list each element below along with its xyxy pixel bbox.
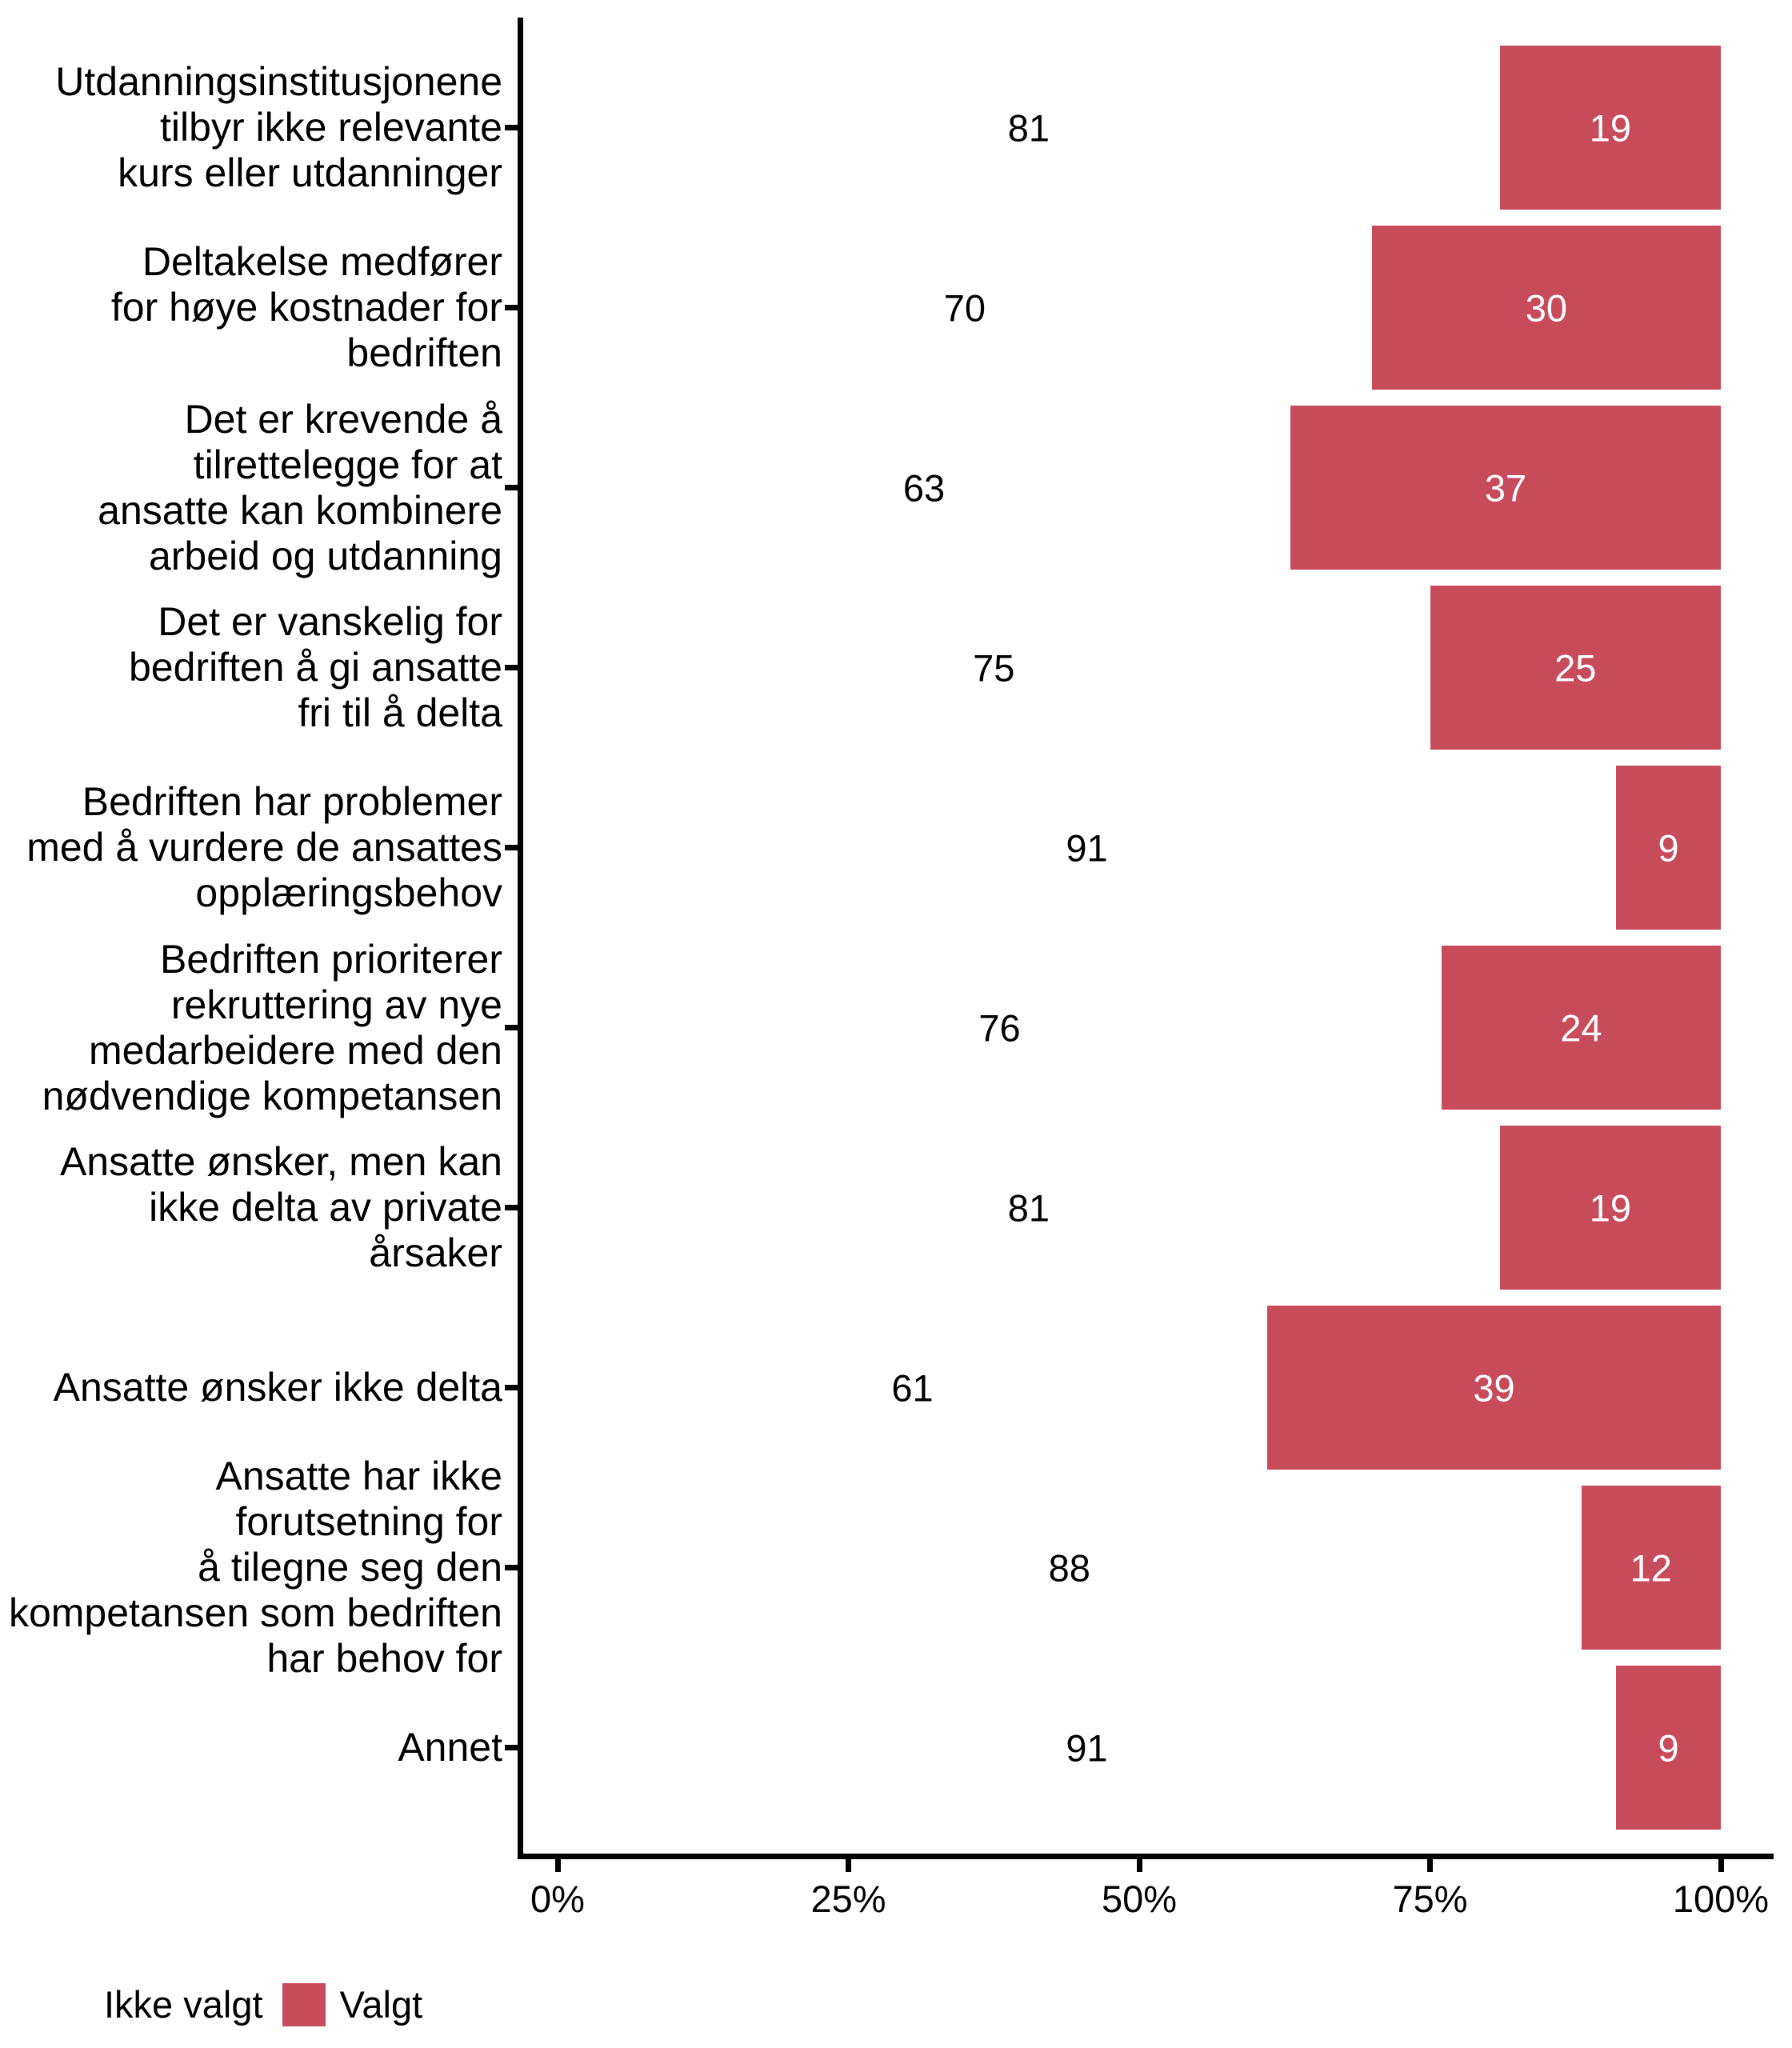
y-axis-line xyxy=(518,18,523,1859)
legend-label-ikke-valgt: Ikke valgt xyxy=(104,1983,263,2026)
y-tick xyxy=(505,845,518,850)
value-label-ikke-valgt: 76 xyxy=(978,1006,1021,1049)
legend-item-valgt: Valgt xyxy=(282,1982,423,2026)
x-tick-label: 75% xyxy=(1392,1878,1468,1920)
value-label-valgt: 25 xyxy=(1554,646,1597,689)
y-tick xyxy=(505,1205,518,1210)
bar-segment-valgt xyxy=(1499,46,1721,210)
value-label-valgt: 9 xyxy=(1658,1726,1679,1769)
value-label-ikke-valgt: 91 xyxy=(1066,826,1108,869)
y-tick xyxy=(505,485,518,490)
x-tick-label: 0% xyxy=(530,1878,585,1920)
x-axis-line xyxy=(518,1854,1774,1859)
x-tick xyxy=(1136,1859,1142,1872)
bar-segment-valgt xyxy=(1442,946,1721,1110)
x-tick xyxy=(1427,1859,1433,1872)
value-label-valgt: 30 xyxy=(1525,286,1568,329)
legend-item-ikke-valgt: Ikke valgt xyxy=(46,1982,263,2026)
legend-key-valgt-swatch xyxy=(282,1982,326,2026)
y-tick xyxy=(505,1565,518,1570)
category-label: Utdanningsinstitusjonene tilbyr ikke rel… xyxy=(55,59,502,195)
x-tick xyxy=(554,1859,561,1872)
value-label-ikke-valgt: 88 xyxy=(1048,1546,1090,1589)
category-label: Ansatte ønsker ikke delta xyxy=(53,1365,502,1410)
value-label-valgt: 19 xyxy=(1589,106,1631,149)
bar-segment-valgt xyxy=(1290,406,1721,570)
value-label-ikke-valgt: 91 xyxy=(1066,1726,1108,1769)
x-tick-label: 100% xyxy=(1672,1878,1770,1920)
value-label-ikke-valgt: 81 xyxy=(1007,106,1050,149)
y-tick xyxy=(505,665,518,670)
y-tick xyxy=(505,125,518,130)
x-tick xyxy=(846,1859,851,1872)
category-label: Deltakelse medfører for høye kostnader f… xyxy=(110,239,502,375)
value-label-valgt: 19 xyxy=(1589,1186,1631,1229)
value-label-ikke-valgt: 61 xyxy=(891,1366,934,1409)
y-tick xyxy=(505,1745,518,1750)
value-label-ikke-valgt: 70 xyxy=(943,286,986,329)
category-label: Det er krevende å tilrettelegge for at a… xyxy=(98,396,502,578)
value-label-valgt: 12 xyxy=(1630,1546,1672,1589)
legend-label-valgt: Valgt xyxy=(339,1983,423,2026)
bar-segment-valgt xyxy=(1616,1666,1721,1830)
bar-segment-valgt xyxy=(1581,1486,1721,1650)
x-tick-label: 25% xyxy=(810,1878,886,1920)
value-label-valgt: 39 xyxy=(1473,1366,1515,1409)
value-label-valgt: 37 xyxy=(1484,466,1527,509)
category-label: Det er vanskelig for bedriften å gi ansa… xyxy=(129,599,502,735)
bar-segment-valgt xyxy=(1616,766,1721,930)
x-tick xyxy=(1718,1859,1724,1872)
legend-key-ikke-valgt-swatch xyxy=(46,1982,90,2026)
value-label-ikke-valgt: 63 xyxy=(902,466,946,509)
category-label: Bedriften har problemer med å vurdere de… xyxy=(26,779,502,915)
bar-segment-valgt xyxy=(1499,1126,1721,1290)
bar-segment-valgt xyxy=(1266,1306,1721,1470)
value-label-valgt: 24 xyxy=(1560,1006,1602,1049)
category-label: Annet xyxy=(398,1725,502,1770)
value-label-valgt: 9 xyxy=(1658,826,1679,869)
legend: Ikke valgt Valgt xyxy=(46,1982,422,2026)
y-tick xyxy=(505,305,518,310)
value-label-ikke-valgt: 81 xyxy=(1007,1186,1050,1229)
category-label: Bedriften prioriterer rekruttering av ny… xyxy=(42,936,502,1118)
category-label: Ansatte har ikke forutsetning for å tile… xyxy=(8,1454,502,1681)
x-tick-label: 50% xyxy=(1101,1878,1178,1920)
bar-segment-valgt xyxy=(1371,226,1721,390)
bar-segment-valgt xyxy=(1430,586,1721,750)
category-label: Ansatte ønsker, men kan ikke delta av pr… xyxy=(59,1139,502,1275)
value-label-ikke-valgt: 75 xyxy=(973,646,1015,689)
y-tick xyxy=(505,1025,518,1030)
y-tick xyxy=(505,1385,518,1390)
